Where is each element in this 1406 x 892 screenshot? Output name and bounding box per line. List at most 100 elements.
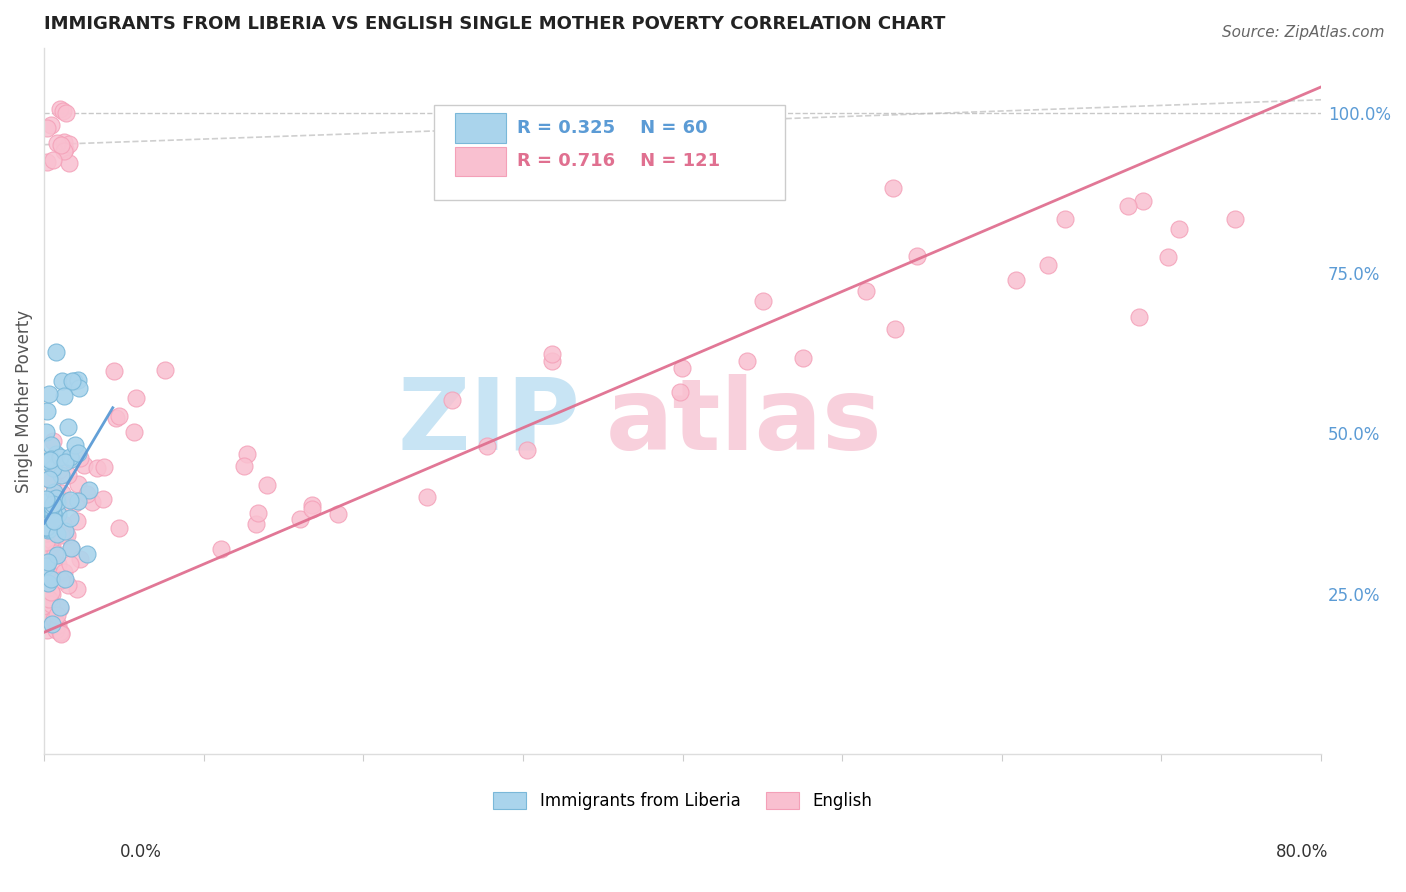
Point [125, 391, 148, 405]
Point [35, 520, 58, 534]
Point [37, 603, 59, 617]
Point [51, 374, 73, 388]
Point [541, 354, 564, 368]
Point [41, 587, 63, 601]
Point [884, 322, 907, 336]
Point [46, 618, 69, 632]
Point [38, 602, 60, 616]
Point [1116, 199, 1139, 213]
Point [35, 425, 58, 439]
Y-axis label: Single Mother Poverty: Single Mother Poverty [15, 310, 32, 493]
Point [45, 527, 67, 541]
Point [855, 285, 877, 299]
Point [45, 345, 67, 359]
Point [48, 462, 70, 476]
Point [49, 601, 72, 615]
Point [37, 577, 59, 591]
Point [41, 507, 63, 521]
Point [1132, 194, 1154, 209]
Point [38, 591, 60, 606]
FancyBboxPatch shape [456, 146, 506, 177]
Point [56, 495, 79, 509]
Point [59, 450, 82, 465]
Point [37, 615, 59, 630]
Point [41, 499, 63, 513]
Point [49, 528, 72, 542]
Point [72, 458, 94, 472]
Point [44, 612, 66, 626]
Point [49, 468, 72, 483]
Point [541, 347, 564, 361]
Point [301, 501, 323, 516]
Point [41, 452, 63, 467]
Point [42, 434, 65, 448]
Point [55, 142, 77, 156]
Point [35, 534, 58, 549]
Point [39, 438, 62, 452]
Point [35, 526, 58, 541]
Point [35, 519, 58, 533]
Point [67, 477, 90, 491]
Point [37, 471, 59, 485]
Point [37, 472, 59, 486]
Point [45, 495, 67, 509]
Point [52, 565, 75, 579]
Point [39, 505, 62, 519]
Point [49, 102, 72, 116]
Point [37, 542, 59, 557]
Point [45, 491, 67, 506]
Point [59, 452, 82, 467]
Text: 80.0%: 80.0% [1277, 843, 1329, 861]
Point [35, 403, 58, 417]
Point [35, 491, 58, 506]
Text: ZIP: ZIP [398, 374, 581, 471]
Point [53, 527, 76, 541]
Point [1005, 273, 1028, 287]
Point [39, 568, 62, 582]
Point [1053, 212, 1076, 227]
Point [38, 387, 60, 401]
Point [58, 511, 80, 525]
Point [1036, 258, 1059, 272]
Point [105, 411, 128, 425]
Point [58, 420, 80, 434]
Text: IMMIGRANTS FROM LIBERIA VS ENGLISH SINGLE MOTHER POVERTY CORRELATION CHART: IMMIGRANTS FROM LIBERIA VS ENGLISH SINGL… [44, 15, 945, 33]
Point [41, 617, 63, 632]
Point [67, 381, 90, 395]
Point [108, 409, 131, 423]
Point [55, 106, 77, 120]
Point [35, 155, 58, 169]
Point [53, 136, 76, 150]
Point [41, 602, 63, 616]
Point [51, 573, 73, 587]
Point [232, 458, 254, 473]
Point [49, 625, 72, 640]
Point [39, 572, 62, 586]
Point [52, 519, 75, 533]
Point [38, 522, 60, 536]
Point [53, 524, 76, 538]
Point [45, 448, 67, 462]
Point [37, 524, 59, 539]
Point [41, 568, 63, 582]
Point [42, 506, 65, 520]
Point [37, 120, 59, 135]
Point [53, 145, 76, 159]
Point [69, 552, 91, 566]
Point [41, 538, 63, 552]
Point [44, 546, 66, 560]
Text: Source: ZipAtlas.com: Source: ZipAtlas.com [1222, 25, 1385, 40]
Point [58, 468, 80, 483]
Point [41, 533, 63, 548]
Point [63, 438, 86, 452]
Point [44, 612, 66, 626]
Point [49, 624, 72, 639]
Point [60, 374, 83, 388]
Point [235, 447, 257, 461]
Point [52, 103, 75, 118]
Point [245, 517, 267, 532]
FancyBboxPatch shape [433, 105, 785, 200]
Text: R = 0.716    N = 121: R = 0.716 N = 121 [516, 153, 720, 170]
Point [79, 483, 101, 497]
Point [37, 523, 59, 537]
